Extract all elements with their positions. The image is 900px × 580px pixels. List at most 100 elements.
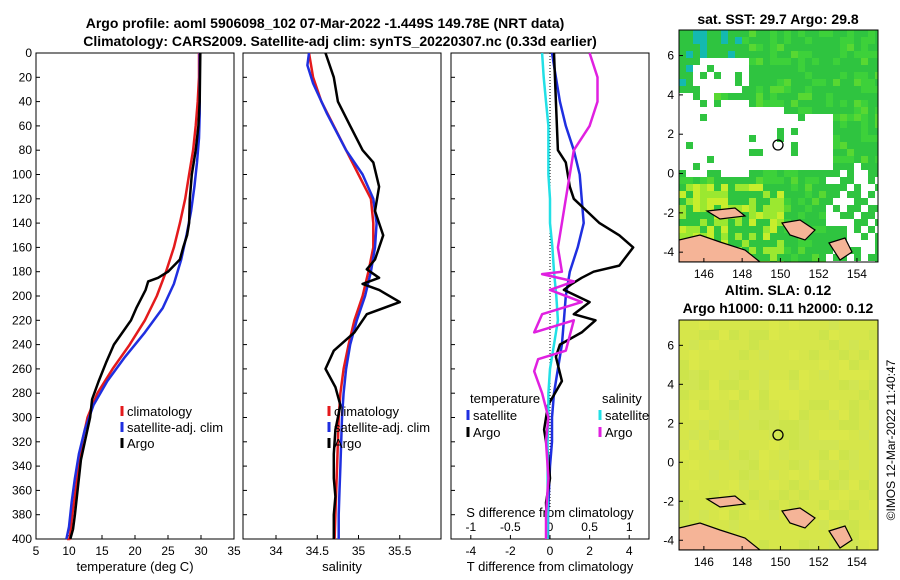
sla-cell (819, 440, 829, 450)
sst-cell (721, 156, 728, 163)
sst-cell (847, 240, 854, 247)
sst-cell (686, 100, 693, 107)
sla-cell (769, 420, 779, 430)
sst-cell (714, 114, 721, 121)
sla-cell (789, 390, 799, 400)
y-tick-label: -4 (663, 533, 674, 547)
sst-cell (777, 240, 784, 247)
sla-cell (749, 340, 759, 350)
sst-cell (777, 219, 784, 226)
sst-cell (735, 170, 742, 177)
sst-cell (805, 149, 812, 156)
sst-cell (847, 219, 854, 226)
sst-cell (707, 233, 714, 240)
sla-cell (829, 430, 839, 440)
sla-cell (749, 390, 759, 400)
sst-cell (868, 219, 875, 226)
sst-cell (840, 72, 847, 79)
sla-cell (829, 400, 839, 410)
sst-cell (784, 170, 791, 177)
sst-cell (679, 205, 686, 212)
sst-cell (833, 177, 840, 184)
sla-cell (769, 480, 779, 490)
sla-cell (809, 460, 819, 470)
sla-cell (829, 450, 839, 460)
sla-cell (869, 490, 878, 500)
sst-cell (812, 135, 819, 142)
sla-cell (799, 460, 809, 470)
sst-cell (693, 128, 700, 135)
sst-cell (721, 107, 728, 114)
x-tick-label: 154 (847, 267, 867, 281)
sst-cell (798, 121, 805, 128)
sla-cell (689, 360, 699, 370)
sla-map: 146 148 150 152 154 -4 -2 0 2 4 6 (663, 319, 879, 569)
sla-cell (719, 330, 729, 340)
sst-cell (763, 233, 770, 240)
sla-cell (689, 350, 699, 360)
sst-cell (735, 86, 742, 93)
sst-cell (707, 72, 714, 79)
sst-cell (721, 86, 728, 93)
sla-cell (729, 370, 739, 380)
difference-profile-panel: -4 -2 0 2 4T difference from climatology -1 -0… (450, 52, 650, 574)
sst-cell (840, 114, 847, 121)
sst-cell (840, 142, 847, 149)
difference-profile-xlabel: T difference from climatology (467, 559, 634, 574)
sst-cell (819, 114, 826, 121)
sst-cell (833, 79, 840, 86)
sst-cell (686, 233, 693, 240)
x-tick-label: 20 (128, 544, 142, 558)
sst-cell (714, 163, 721, 170)
sla-cell (689, 340, 699, 350)
x-tick-label: 146 (694, 555, 714, 569)
sst-cell (707, 142, 714, 149)
sst-cell (735, 156, 742, 163)
sst-cell (756, 212, 763, 219)
y-tick-label: 280 (12, 386, 32, 400)
sla-cell (719, 490, 729, 500)
sst-cell (861, 128, 868, 135)
sla-cell (679, 450, 689, 460)
sst-cell (868, 51, 875, 58)
sst-cell (861, 100, 868, 107)
sst-cell (707, 128, 714, 135)
main-title-line2: Climatology: CARS2009. Satellite-adj cli… (83, 33, 597, 49)
sst-cell (875, 135, 878, 142)
sst-cell (784, 135, 791, 142)
sla-cell (689, 380, 699, 390)
land-coastline (705, 495, 747, 508)
sst-cell (805, 128, 812, 135)
sst-cell (728, 58, 735, 65)
sst-cell (756, 121, 763, 128)
sst-cell (735, 107, 742, 114)
sst-cell (805, 72, 812, 79)
sst-cell (763, 205, 770, 212)
sst-cell (854, 79, 861, 86)
sst-cell (728, 121, 735, 128)
sla-title-line2: Argo h1000: 0.11 h2000: 0.12 (683, 300, 874, 316)
sst-cell (679, 142, 686, 149)
sst-cell (756, 184, 763, 191)
sst-cell (868, 86, 875, 93)
sst-cell (735, 100, 742, 107)
sst-cell (777, 44, 784, 51)
sst-cell (812, 163, 819, 170)
sla-cell (789, 430, 799, 440)
sst-cell (777, 177, 784, 184)
sla-cell (769, 500, 779, 510)
sst-cell (679, 163, 686, 170)
sst-cell (700, 58, 707, 65)
sla-cell (859, 530, 869, 540)
sla-cell (819, 520, 829, 530)
sst-cell (791, 254, 798, 261)
y-tick-label: 320 (12, 435, 32, 449)
sst-cell (854, 163, 861, 170)
sst-cell (700, 30, 707, 37)
sst-cell (721, 191, 728, 198)
sst-cell (805, 191, 812, 198)
sst-cell (798, 247, 805, 254)
sla-cell (749, 510, 759, 520)
sst-cell (693, 226, 700, 233)
